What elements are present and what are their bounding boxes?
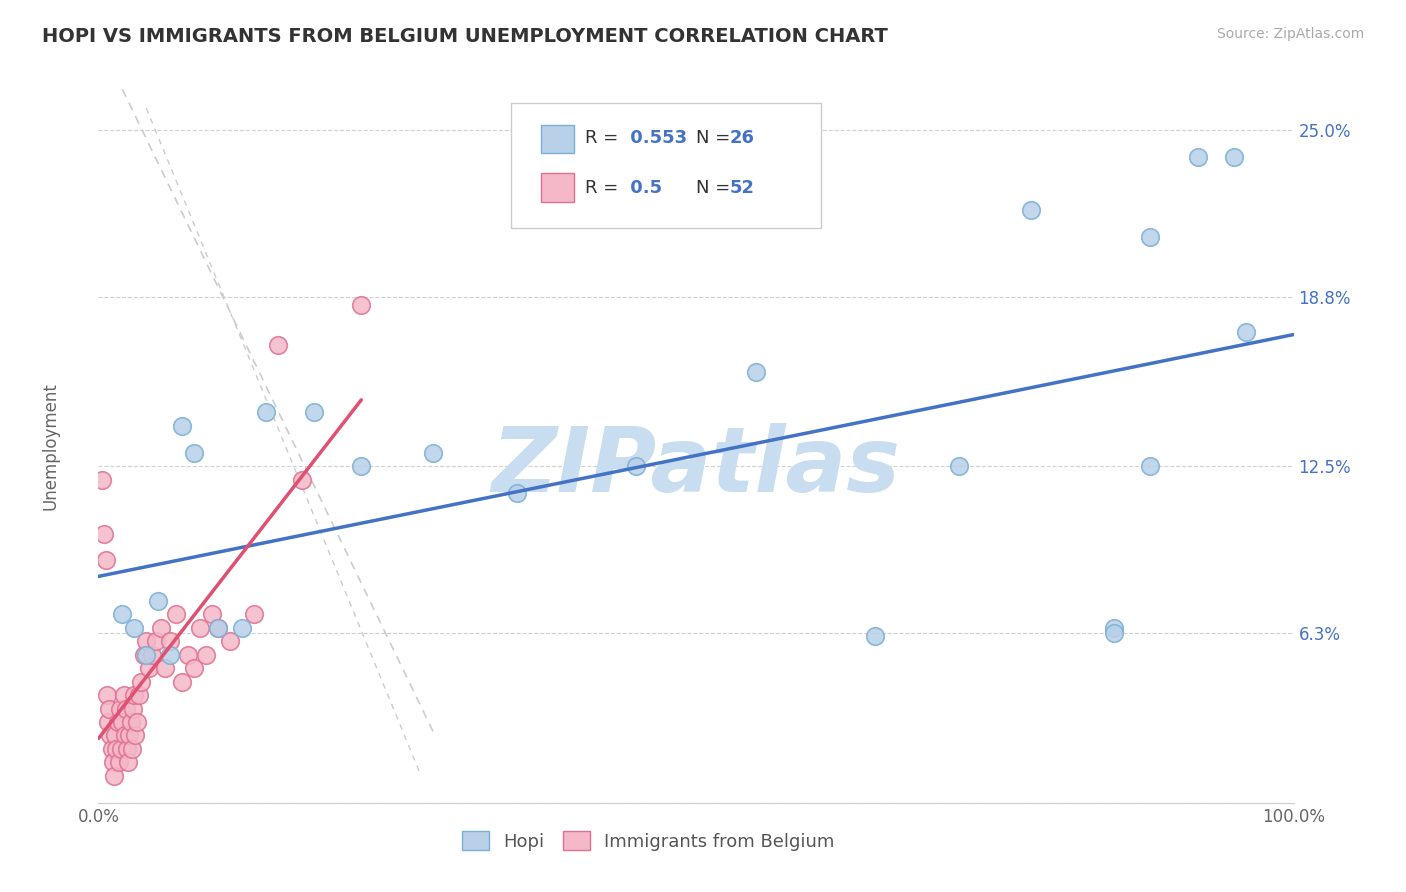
Point — [145, 634, 167, 648]
Point — [172, 418, 194, 433]
Point — [117, 756, 139, 770]
Text: Source: ZipAtlas.com: Source: ZipAtlas.com — [1216, 27, 1364, 41]
Point — [267, 338, 290, 352]
Point — [159, 634, 181, 648]
Point — [125, 714, 148, 729]
FancyBboxPatch shape — [541, 173, 574, 202]
Text: Unemployment: Unemployment — [42, 382, 59, 510]
Point — [350, 298, 373, 312]
Point — [506, 486, 529, 500]
Point — [103, 769, 125, 783]
Point — [291, 473, 314, 487]
Point — [188, 621, 211, 635]
Point — [231, 621, 253, 635]
Point — [101, 756, 124, 770]
Point — [111, 607, 134, 622]
Text: 52: 52 — [730, 178, 755, 196]
Point — [141, 648, 163, 662]
Point — [1019, 203, 1042, 218]
Point — [111, 714, 134, 729]
Point — [94, 553, 117, 567]
Point — [1104, 626, 1126, 640]
Point — [1234, 325, 1257, 339]
Point — [132, 648, 155, 662]
Point — [98, 729, 122, 743]
Point — [207, 621, 229, 635]
Point — [302, 405, 325, 419]
Point — [108, 701, 131, 715]
Point — [121, 742, 143, 756]
Point — [118, 729, 141, 743]
Point — [112, 688, 135, 702]
Text: 26: 26 — [730, 128, 755, 146]
Point — [1223, 149, 1246, 163]
Point — [201, 607, 224, 622]
Point — [172, 674, 194, 689]
Point — [1139, 230, 1161, 244]
Text: N =: N = — [696, 128, 735, 146]
Point — [97, 714, 120, 729]
Point — [254, 405, 277, 419]
Point — [183, 661, 205, 675]
Point — [135, 648, 157, 662]
Point — [207, 621, 229, 635]
Legend: Hopi, Immigrants from Belgium: Hopi, Immigrants from Belgium — [454, 824, 842, 858]
Point — [626, 459, 648, 474]
Point — [865, 629, 887, 643]
Text: HOPI VS IMMIGRANTS FROM BELGIUM UNEMPLOYMENT CORRELATION CHART: HOPI VS IMMIGRANTS FROM BELGIUM UNEMPLOY… — [42, 27, 889, 45]
Point — [1187, 149, 1209, 163]
Point — [120, 714, 142, 729]
Point — [165, 607, 187, 622]
Point — [243, 607, 266, 622]
Point — [128, 688, 150, 702]
FancyBboxPatch shape — [510, 103, 821, 228]
Text: ZIPatlas: ZIPatlas — [492, 424, 900, 511]
Text: R =: R = — [585, 178, 624, 196]
Point — [110, 742, 132, 756]
Point — [219, 634, 242, 648]
Point — [107, 714, 129, 729]
Point — [1139, 459, 1161, 474]
Point — [1104, 621, 1126, 635]
Point — [350, 459, 373, 474]
Point — [122, 701, 145, 715]
Point — [138, 661, 160, 675]
Point — [91, 473, 114, 487]
Text: 0.5: 0.5 — [624, 178, 675, 196]
Point — [135, 634, 157, 648]
Point — [98, 701, 121, 715]
Point — [100, 742, 122, 756]
Text: 0.553: 0.553 — [624, 128, 700, 146]
Point — [422, 446, 444, 460]
Point — [124, 621, 146, 635]
FancyBboxPatch shape — [541, 125, 574, 153]
Point — [114, 729, 136, 743]
Point — [948, 459, 970, 474]
Point — [131, 674, 153, 689]
Point — [115, 742, 138, 756]
Point — [148, 594, 170, 608]
Point — [159, 648, 181, 662]
Point — [177, 648, 200, 662]
Point — [183, 446, 205, 460]
Point — [745, 365, 768, 379]
Text: N =: N = — [696, 178, 735, 196]
Point — [107, 756, 129, 770]
Point — [115, 701, 138, 715]
Point — [195, 648, 218, 662]
Point — [93, 526, 115, 541]
Point — [124, 729, 146, 743]
Text: R =: R = — [585, 128, 624, 146]
Point — [124, 688, 146, 702]
Point — [155, 661, 177, 675]
Point — [96, 688, 118, 702]
Point — [105, 742, 128, 756]
Point — [104, 729, 127, 743]
Point — [149, 621, 172, 635]
